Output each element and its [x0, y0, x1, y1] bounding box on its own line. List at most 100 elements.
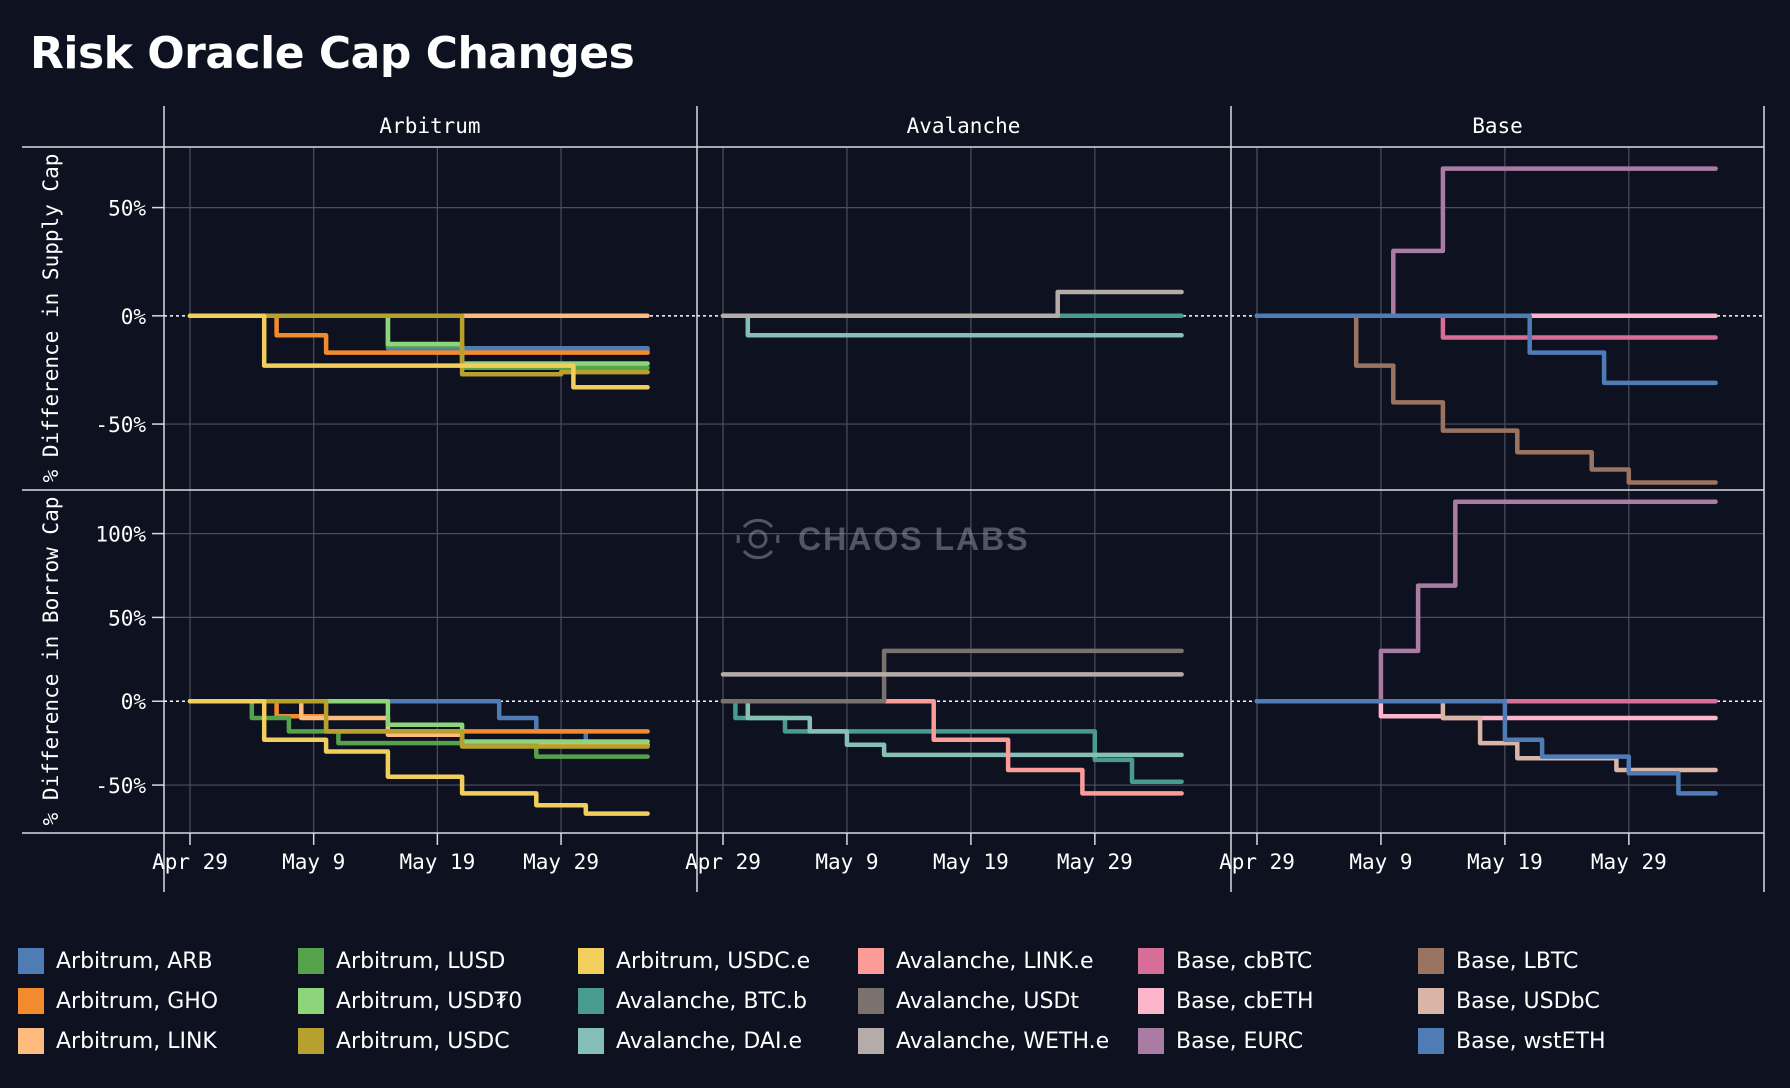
x-tick-label: May 19 — [399, 850, 475, 874]
series-layer — [187, 166, 1718, 816]
legend-label: Arbitrum, ARB — [56, 948, 213, 974]
legend-label: Arbitrum, GHO — [56, 988, 219, 1014]
series-line-base-usdbc — [1254, 698, 1718, 773]
series-line-arbitrum-usdc — [187, 698, 650, 749]
legend-swatch — [18, 948, 44, 974]
series-line-arbitrum-usd-0 — [187, 313, 650, 366]
legend-swatch — [858, 948, 884, 974]
legend-swatch — [1138, 988, 1164, 1014]
x-tick-label: May 29 — [1057, 850, 1133, 874]
legend-item: Arbitrum, USD₮0 — [298, 986, 522, 1016]
watermark-text: CHAOS LABS — [798, 521, 1030, 557]
frame-layer — [22, 106, 1765, 892]
legend-label: Base, EURC — [1176, 1028, 1304, 1054]
legend-label: Arbitrum, LUSD — [336, 948, 506, 974]
legend-swatch — [578, 1028, 604, 1054]
x-tick-label: May 9 — [815, 850, 878, 874]
x-tick-label: May 19 — [933, 850, 1009, 874]
legend-item: Avalanche, LINK.e — [858, 946, 1094, 976]
x-tick-label: May 19 — [1467, 850, 1543, 874]
y-tick-label: 0% — [121, 690, 147, 714]
series-line-base-wsteth — [1254, 698, 1718, 796]
series-line-base-cbbtc — [1254, 313, 1718, 340]
series-line-avalanche-weth-e — [720, 289, 1184, 319]
legend-swatch — [18, 1028, 44, 1054]
legend-swatch — [1418, 948, 1444, 974]
x-tick-label: Apr 29 — [152, 850, 228, 874]
legend-swatch — [1138, 1028, 1164, 1054]
y-tick-label: 50% — [108, 606, 146, 630]
legend-swatch — [1418, 988, 1444, 1014]
legend-label: Avalanche, WETH.e — [896, 1028, 1110, 1054]
legend-item: Arbitrum, LINK — [18, 1026, 217, 1056]
legend-label: Base, cbETH — [1176, 988, 1314, 1014]
series-line-arbitrum-lusd — [187, 698, 650, 759]
legend-swatch — [298, 988, 324, 1014]
faceted-step-chart: CHAOS LABS Arbitrum Avalanche Base 50% 0% -50… — [22, 106, 1765, 892]
legend-item: Arbitrum, LUSD — [298, 946, 505, 976]
legend-label: Avalanche, LINK.e — [896, 948, 1094, 974]
y-tick-label: 0% — [121, 305, 147, 329]
y-axis-label: % Difference in Supply Cap — [39, 154, 63, 483]
series-line-arbitrum-usdc-e — [187, 698, 650, 816]
legend-item: Base, EURC — [1138, 1026, 1303, 1056]
legend-label: Arbitrum, USD₮0 — [336, 988, 523, 1014]
facet-label-base: Base — [1472, 114, 1523, 138]
legend-swatch — [1418, 1028, 1444, 1054]
legend-swatch — [578, 948, 604, 974]
x-tick-label: May 29 — [1591, 850, 1667, 874]
y-axis-label: % Difference in Borrow Cap — [39, 497, 63, 826]
legend-item: Arbitrum, USDC.e — [578, 946, 810, 976]
legend-label: Base, USDbC — [1456, 988, 1600, 1014]
legend-item: Base, cbBTC — [1138, 946, 1312, 976]
y-tick-label: 50% — [108, 197, 146, 221]
legend-label: Base, LBTC — [1456, 948, 1579, 974]
series-line-base-wsteth — [1254, 313, 1718, 386]
legend-item: Base, LBTC — [1418, 946, 1578, 976]
y-tick-label: 100% — [95, 523, 146, 547]
series-line-avalanche-link-e — [720, 698, 1184, 796]
series-line-avalanche-dai-e — [720, 698, 1184, 758]
watermark: CHAOS LABS — [736, 518, 1030, 560]
x-tick-label: Apr 29 — [1219, 850, 1295, 874]
facet-label-arbitrum: Arbitrum — [379, 114, 480, 138]
legend-item: Arbitrum, GHO — [18, 986, 218, 1016]
legend-item: Base, USDbC — [1418, 986, 1600, 1016]
legend-swatch — [1138, 948, 1164, 974]
legend-item: Base, cbETH — [1138, 986, 1314, 1016]
x-tick-label: May 29 — [523, 850, 599, 874]
legend-label: Arbitrum, LINK — [56, 1028, 217, 1054]
y-tick-label: -50% — [95, 413, 146, 437]
legend-label: Base, cbBTC — [1176, 948, 1313, 974]
series-line-avalanche-btc-b — [720, 698, 1184, 784]
legend-label: Arbitrum, USDC.e — [616, 948, 811, 974]
legend-item: Arbitrum, ARB — [18, 946, 213, 976]
series-line-avalanche-dai-e — [720, 313, 1184, 338]
page-title: Risk Oracle Cap Changes — [30, 28, 635, 79]
series-line-base-lbtc — [1254, 313, 1718, 485]
series-line-arbitrum-usd-0 — [187, 698, 650, 744]
label-layer: Arbitrum Avalanche Base 50% 0% -50% % Differen… — [39, 114, 1667, 874]
legend-swatch — [858, 988, 884, 1014]
series-line-base-eurc — [1254, 166, 1718, 319]
series-line-base-cbeth — [1254, 698, 1718, 721]
facet-label-avalanche: Avalanche — [907, 114, 1021, 138]
legend-label: Avalanche, BTC.b — [616, 988, 807, 1014]
series-line-base-eurc — [1254, 499, 1718, 704]
legend-label: Avalanche, DAI.e — [616, 1028, 802, 1054]
legend-item: Arbitrum, USDC — [298, 1026, 510, 1056]
legend-label: Base, wstETH — [1456, 1028, 1606, 1054]
legend: Arbitrum, ARB Arbitrum, GHO Arbitrum, LINK… — [18, 946, 1778, 1076]
x-tick-label: May 9 — [1349, 850, 1412, 874]
legend-item: Avalanche, USDt — [858, 986, 1079, 1016]
legend-item: Base, wstETH — [1418, 1026, 1606, 1056]
chaos-labs-logo-icon — [736, 518, 780, 560]
legend-label: Avalanche, USDt — [896, 988, 1079, 1014]
legend-swatch — [18, 988, 44, 1014]
legend-swatch — [858, 1028, 884, 1054]
legend-swatch — [578, 988, 604, 1014]
y-tick-label: -50% — [95, 774, 146, 798]
x-tick-label: Apr 29 — [685, 850, 761, 874]
legend-label: Arbitrum, USDC — [336, 1028, 510, 1054]
legend-swatch — [298, 1028, 324, 1054]
